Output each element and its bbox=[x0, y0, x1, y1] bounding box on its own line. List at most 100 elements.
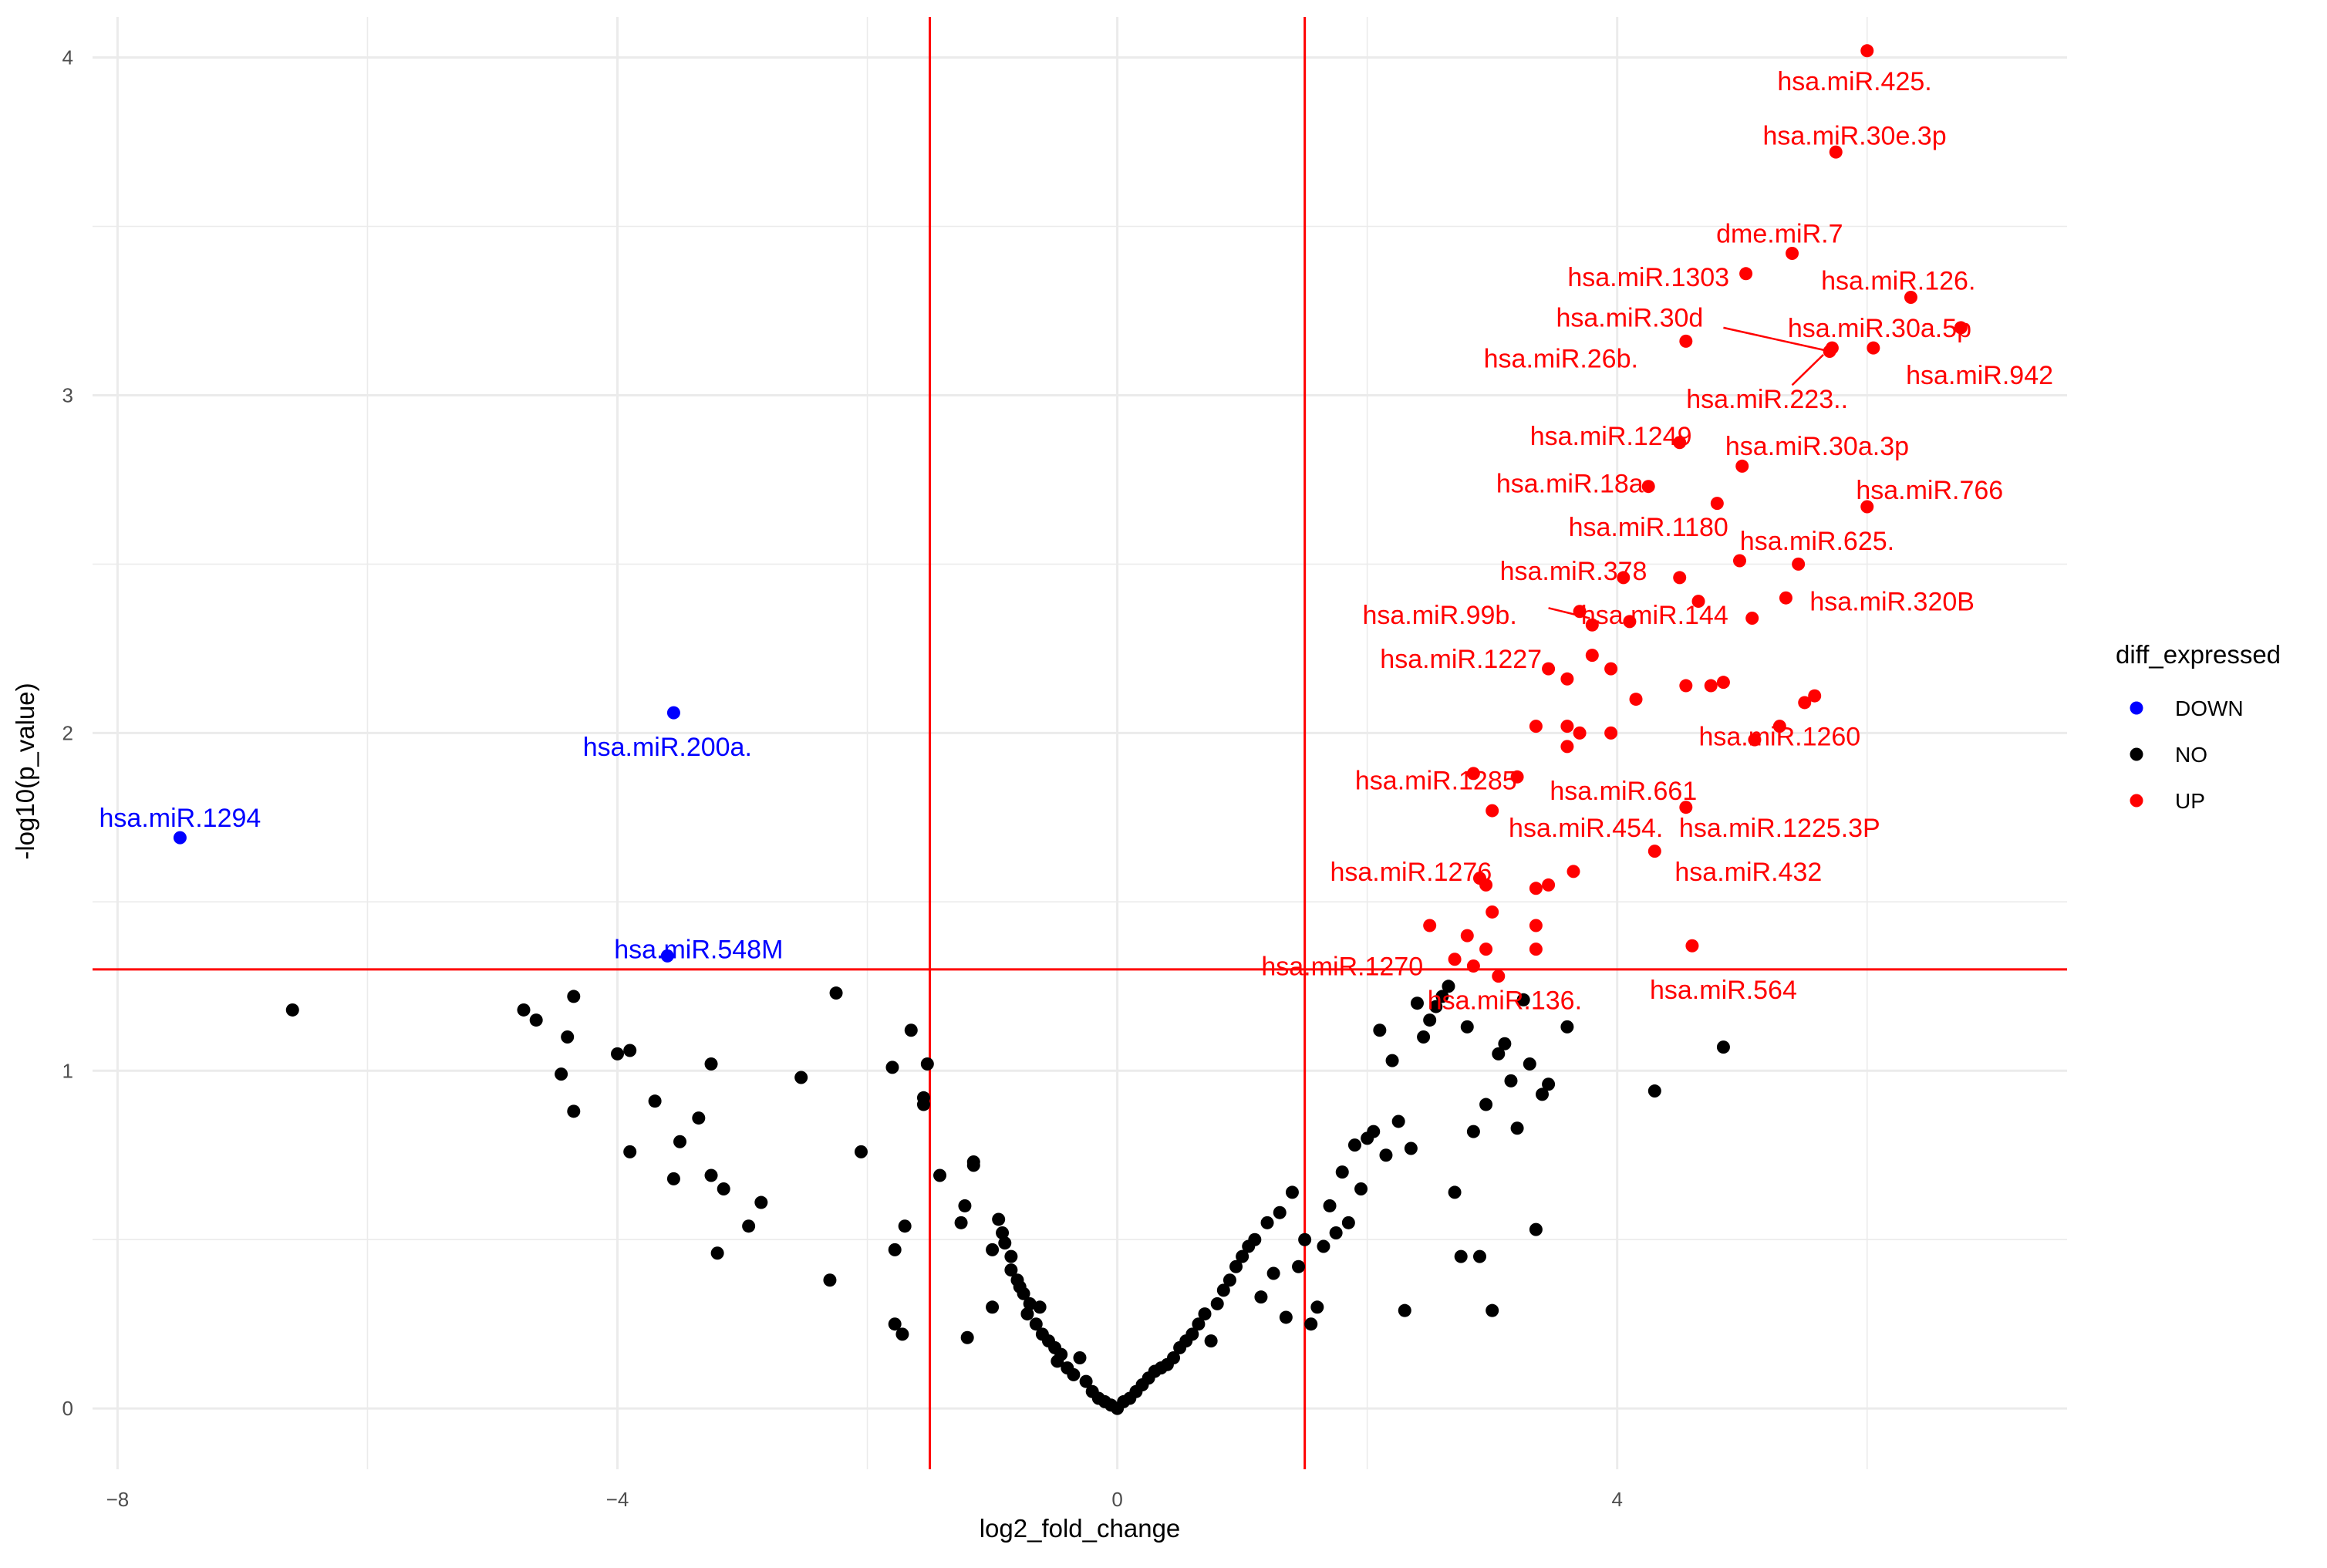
point-no bbox=[561, 1030, 575, 1044]
point-no bbox=[1323, 1199, 1337, 1212]
point-up bbox=[1732, 554, 1746, 568]
y-tick-label: 3 bbox=[62, 383, 73, 406]
point-label: hsa.miR.766 bbox=[1856, 476, 2003, 505]
point-no bbox=[854, 1145, 868, 1158]
point-up bbox=[1604, 726, 1618, 740]
point-no bbox=[1367, 1125, 1381, 1138]
point-no bbox=[1504, 1074, 1518, 1087]
point-no bbox=[1542, 1077, 1556, 1091]
point-up bbox=[1904, 290, 1917, 304]
point-no bbox=[1454, 1249, 1468, 1263]
point-no bbox=[1404, 1141, 1418, 1155]
legend-key-up bbox=[2130, 794, 2143, 808]
point-label: hsa.miR.30e.3p bbox=[1762, 121, 1946, 150]
point-no bbox=[1498, 1037, 1512, 1050]
point-label: hsa.miR.320B bbox=[1809, 588, 1975, 617]
point-label: hsa.miR.378 bbox=[1500, 557, 1647, 586]
point-up bbox=[1679, 679, 1693, 693]
point-up bbox=[1585, 649, 1599, 663]
point-no bbox=[1304, 1317, 1318, 1331]
point-up bbox=[1604, 662, 1618, 676]
point-no bbox=[1192, 1317, 1206, 1331]
point-no bbox=[996, 1226, 1010, 1239]
point-up bbox=[1735, 459, 1749, 473]
point-no bbox=[1466, 1125, 1480, 1138]
point-up bbox=[1492, 969, 1506, 983]
data-points bbox=[173, 44, 1968, 1415]
point-up bbox=[1560, 720, 1574, 733]
point-no bbox=[1054, 1347, 1068, 1361]
point-no bbox=[1216, 1283, 1230, 1297]
point-up bbox=[1745, 611, 1759, 625]
point-no bbox=[1260, 1216, 1274, 1229]
point-no bbox=[998, 1236, 1012, 1250]
point-label: hsa.miR.223.. bbox=[1686, 385, 1848, 414]
point-no bbox=[742, 1219, 756, 1233]
point-up bbox=[1510, 770, 1524, 784]
point-no bbox=[1335, 1165, 1349, 1179]
point-label: hsa.miR.1276 bbox=[1330, 858, 1492, 887]
point-no bbox=[1023, 1297, 1037, 1310]
legend-label: UP bbox=[2175, 789, 2205, 813]
point-up bbox=[1792, 557, 1806, 571]
point-up bbox=[1629, 693, 1643, 706]
point-up bbox=[1679, 334, 1693, 348]
point-down bbox=[173, 831, 187, 845]
point-up bbox=[1739, 267, 1753, 281]
legend-title: diff_expressed bbox=[2116, 640, 2281, 669]
point-label: hsa.miR.136. bbox=[1428, 986, 1582, 1015]
point-no bbox=[1560, 1020, 1574, 1034]
point-no bbox=[692, 1111, 706, 1125]
point-no bbox=[1273, 1206, 1287, 1219]
point-no bbox=[1373, 1023, 1387, 1037]
point-no bbox=[1004, 1249, 1018, 1263]
point-label: hsa.miR.548M bbox=[614, 936, 783, 965]
point-label: hsa.miR.1294 bbox=[99, 804, 261, 833]
x-tick-label: 4 bbox=[1611, 1488, 1622, 1511]
point-no bbox=[1167, 1351, 1181, 1364]
point-no bbox=[1279, 1310, 1293, 1324]
label-connector bbox=[1791, 354, 1824, 386]
point-no bbox=[933, 1168, 947, 1182]
point-no bbox=[754, 1195, 768, 1209]
point-up bbox=[1560, 740, 1574, 754]
point-up bbox=[1691, 595, 1705, 609]
point-no bbox=[920, 1057, 934, 1071]
point-no bbox=[895, 1327, 909, 1341]
point-no bbox=[960, 1330, 974, 1344]
point-no bbox=[623, 1145, 637, 1158]
point-no bbox=[1204, 1334, 1218, 1348]
point-up bbox=[1779, 591, 1792, 605]
point-no bbox=[623, 1044, 637, 1057]
point-label: hsa.miR.200a. bbox=[583, 733, 752, 762]
legend-label: NO bbox=[2175, 743, 2207, 767]
point-up bbox=[1448, 953, 1462, 966]
point-no bbox=[1516, 993, 1530, 1007]
point-down bbox=[666, 706, 680, 720]
point-up bbox=[1704, 679, 1718, 693]
point-no bbox=[1298, 1232, 1312, 1246]
point-no bbox=[1285, 1185, 1299, 1199]
point-label: hsa.miR.1260 bbox=[1698, 723, 1860, 752]
point-no bbox=[966, 1158, 980, 1172]
legend-label: DOWN bbox=[2175, 696, 2244, 720]
point-up bbox=[1772, 720, 1786, 733]
point-label: hsa.miR.432 bbox=[1674, 858, 1822, 887]
point-label: hsa.miR.1225.3P bbox=[1679, 814, 1880, 843]
point-up bbox=[1829, 145, 1843, 159]
point-label: hsa.miR.564 bbox=[1650, 976, 1797, 1005]
point-no bbox=[1020, 1307, 1034, 1321]
point-up bbox=[1466, 959, 1480, 973]
point-no bbox=[986, 1243, 1000, 1256]
point-label: hsa.miR.454. bbox=[1509, 814, 1663, 843]
point-no bbox=[1716, 1040, 1730, 1054]
point-no bbox=[1223, 1273, 1236, 1287]
point-no bbox=[717, 1182, 730, 1196]
point-up bbox=[1529, 720, 1543, 733]
point-up bbox=[1673, 436, 1687, 450]
point-label: hsa.miR.625. bbox=[1740, 527, 1894, 556]
point-up bbox=[1716, 676, 1730, 690]
point-no bbox=[888, 1317, 902, 1331]
